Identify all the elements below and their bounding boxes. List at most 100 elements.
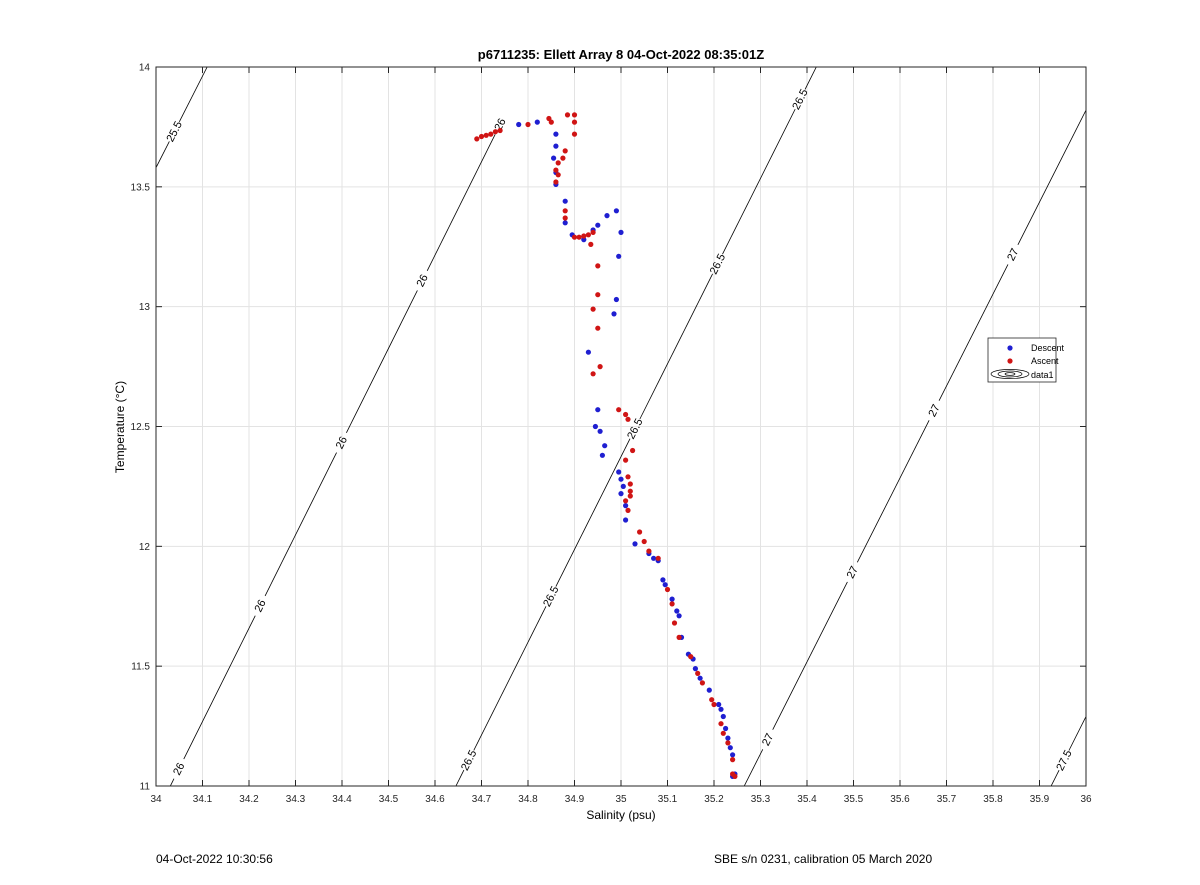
isopycnal-segment bbox=[426, 134, 496, 271]
descent-point bbox=[651, 555, 657, 561]
ascent-point bbox=[718, 721, 724, 727]
isopycnal-label: 26 bbox=[253, 598, 269, 614]
isopycnal-label: 26 bbox=[415, 273, 431, 289]
descent-point bbox=[623, 503, 629, 509]
descent-point bbox=[706, 687, 712, 693]
x-tick-label: 34.5 bbox=[379, 794, 399, 805]
y-tick-label: 13.5 bbox=[131, 182, 151, 193]
descent-point bbox=[632, 541, 638, 547]
descent-point bbox=[660, 577, 666, 583]
grid-lines bbox=[155, 66, 1087, 787]
isopycnal-segment bbox=[639, 273, 713, 420]
ascent-point bbox=[474, 136, 480, 142]
x-axis-ticks: 34 34.1 34.2 34.3 34.4 34.5 34.6 34.7 34.8 34.9 35… bbox=[150, 67, 1092, 805]
ascent-point bbox=[623, 457, 629, 463]
isopycnal-segment bbox=[156, 141, 170, 168]
x-tick-label: 34.7 bbox=[472, 794, 492, 805]
footer-timestamp: 04-Oct-2022 10:30:56 bbox=[156, 852, 273, 866]
isopycnal-label: 26 bbox=[171, 761, 187, 777]
descent-point bbox=[516, 121, 522, 128]
ascent-point bbox=[571, 131, 578, 137]
ascent-point bbox=[564, 112, 571, 118]
descent-point bbox=[723, 725, 729, 732]
descent-point bbox=[613, 296, 620, 303]
ascent-point bbox=[676, 634, 682, 641]
descent-point bbox=[562, 198, 568, 204]
descent-point bbox=[553, 131, 559, 137]
ascent-point bbox=[671, 620, 678, 626]
ascent-point bbox=[560, 155, 566, 161]
descent-point bbox=[595, 222, 601, 228]
descent-point bbox=[553, 143, 559, 149]
ascent-point bbox=[720, 730, 726, 736]
descent-point bbox=[716, 701, 722, 708]
descent-point bbox=[602, 443, 608, 449]
isopycnal-segment bbox=[178, 67, 208, 122]
isopycnal-segment bbox=[555, 438, 631, 587]
descent-point bbox=[727, 745, 733, 751]
ascent-point bbox=[571, 119, 578, 125]
descent-point bbox=[534, 119, 540, 125]
x-tick-label: 35 bbox=[615, 794, 627, 805]
legend: Descent Ascent data1 bbox=[987, 337, 1065, 383]
isopycnal-segment bbox=[1050, 769, 1060, 786]
x-tick-label: 34.1 bbox=[193, 794, 213, 805]
isopycnal-label: 26 bbox=[492, 117, 508, 133]
ascent-point bbox=[646, 548, 652, 554]
descent-point bbox=[616, 469, 622, 475]
x-tick-label: 35.4 bbox=[797, 794, 817, 805]
legend-label-data1: data1 bbox=[1031, 370, 1054, 380]
descent-point bbox=[585, 349, 592, 355]
ascent-point bbox=[590, 306, 596, 312]
ascent-point bbox=[695, 670, 701, 677]
ascent-point bbox=[730, 757, 736, 763]
isopycnal-segment bbox=[743, 749, 764, 786]
isopycnal-segment bbox=[455, 769, 465, 786]
isopycnal-label: 27 bbox=[845, 564, 861, 580]
ascent-point bbox=[590, 371, 596, 377]
ascent-point bbox=[688, 654, 694, 660]
y-axis-label: Temperature (°C) bbox=[113, 381, 127, 473]
footer-instrument-info: SBE s/n 0231, calibration 05 March 2020 bbox=[714, 852, 933, 866]
ascent-point bbox=[709, 697, 715, 703]
descent-point bbox=[718, 706, 724, 712]
legend-marker-contour-icon bbox=[990, 369, 1030, 379]
descent-point bbox=[720, 713, 726, 720]
ascent-point bbox=[497, 127, 503, 134]
isopycnal-segment bbox=[722, 108, 796, 255]
y-tick-label: 14 bbox=[139, 63, 151, 74]
y-tick-label: 11.5 bbox=[131, 662, 150, 673]
y-tick-label: 11 bbox=[140, 782, 151, 793]
descent-point bbox=[611, 311, 617, 317]
ascent-point bbox=[641, 538, 647, 545]
ascent-point bbox=[525, 121, 531, 128]
x-tick-label: 35.7 bbox=[937, 794, 957, 805]
descent-point bbox=[562, 220, 568, 226]
y-tick-label: 13 bbox=[139, 302, 151, 313]
descent-point bbox=[697, 675, 703, 681]
legend-marker-descent bbox=[1007, 345, 1013, 351]
x-tick-label: 36 bbox=[1080, 794, 1092, 805]
ascent-point bbox=[627, 481, 633, 487]
x-tick-label: 35.5 bbox=[844, 794, 864, 805]
x-axis-label: Salinity (psu) bbox=[586, 808, 655, 822]
descent-point bbox=[613, 208, 620, 214]
legend-marker-ascent bbox=[1007, 358, 1013, 364]
plot-area: 25.5262626262626.526.526.526.526.5272727… bbox=[131, 63, 1092, 806]
y-tick-label: 12.5 bbox=[131, 422, 151, 433]
ascent-point bbox=[588, 241, 594, 247]
ascent-point bbox=[555, 172, 561, 178]
ascent-point bbox=[711, 701, 717, 708]
ascent-point bbox=[553, 179, 559, 185]
descent-point bbox=[595, 407, 601, 413]
y-tick-label: 12 bbox=[139, 542, 151, 553]
isopycnal-label: 27 bbox=[760, 732, 776, 748]
descent-point bbox=[676, 613, 682, 619]
chart-title: p6711235: Ellett Array 8 04-Oct-2022 08:… bbox=[478, 47, 764, 62]
x-tick-label: 35.6 bbox=[890, 794, 910, 805]
descent-point bbox=[597, 428, 603, 434]
ascent-point bbox=[562, 215, 568, 221]
x-tick-label: 35.3 bbox=[751, 794, 771, 805]
descent-point bbox=[725, 735, 731, 741]
